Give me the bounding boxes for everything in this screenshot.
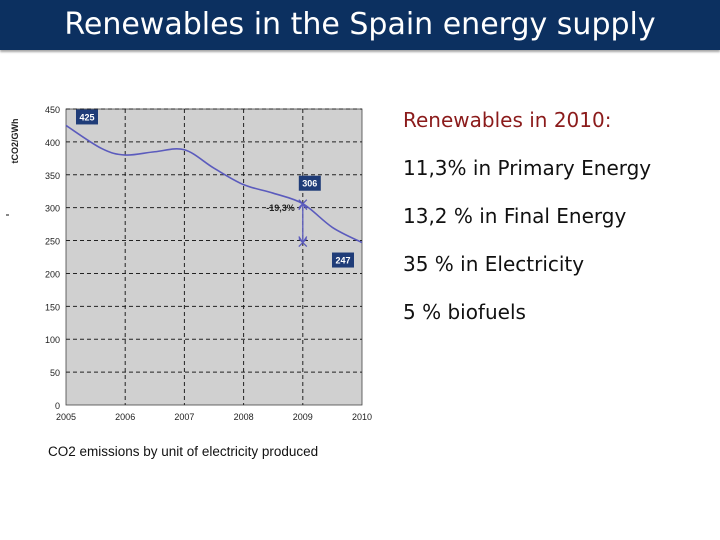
y-tick-label: 300 [45, 204, 60, 214]
plot-area [65, 108, 363, 406]
stray-mark [6, 214, 9, 216]
y-tick-label: 450 [45, 105, 60, 115]
y-tick-label: 0 [55, 401, 60, 411]
point-marker [298, 238, 308, 247]
data-label-text: 425 [79, 112, 94, 122]
y-tick-label: 350 [45, 171, 60, 181]
info-item-final-energy: 13,2 % in Final Energy [403, 204, 627, 228]
x-tick-label: 2006 [115, 412, 135, 422]
co2-line-chart: 0 50 100 150 200 250 300 350 400 450 2005 2006 2007 2… [10, 105, 372, 422]
point-marker [298, 199, 308, 209]
y-tick-label: 200 [45, 269, 60, 279]
title-bar: Renewables in the Spain energy supply [0, 0, 720, 50]
chart-caption: CO2 emissions by unit of electricity pro… [48, 444, 319, 459]
info-item-primary-energy: 11,3% in Primary Energy [403, 156, 652, 180]
data-label-box [298, 175, 321, 191]
x-tick-label: 2009 [293, 412, 313, 422]
y-tick-label: 150 [45, 302, 60, 312]
annotation-label: -19,3% [266, 203, 295, 213]
y-tick-label: 250 [45, 237, 60, 247]
data-label-box [76, 109, 98, 125]
renewables-info-panel: Renewables in 2010: 11,3% in Primary Ene… [403, 108, 713, 348]
x-tick-label: 2010 [352, 412, 372, 422]
y-tick-label: 400 [45, 138, 60, 148]
series-line [65, 124, 363, 244]
data-label-text: 306 [302, 179, 317, 189]
x-tick-label: 2007 [174, 412, 194, 422]
x-tick-label: 2005 [56, 412, 76, 422]
data-label: 247 [332, 252, 354, 268]
data-label-box [332, 252, 354, 268]
info-title: Renewables in 2010: [403, 108, 612, 132]
y-tick-label: 50 [50, 368, 60, 378]
page-title: Renewables in the Spain energy supply [64, 7, 656, 42]
data-label: 306 [298, 175, 321, 191]
x-tick-label: 2008 [234, 412, 254, 422]
y-axis-label: tCO2/GWh [10, 119, 20, 164]
data-label-text: 247 [335, 256, 350, 266]
info-item-biofuels: 5 % biofuels [403, 300, 526, 324]
data-label: 425 [76, 109, 98, 125]
info-item-electricity: 35 % in Electricity [403, 252, 585, 276]
y-tick-label: 100 [45, 335, 60, 345]
